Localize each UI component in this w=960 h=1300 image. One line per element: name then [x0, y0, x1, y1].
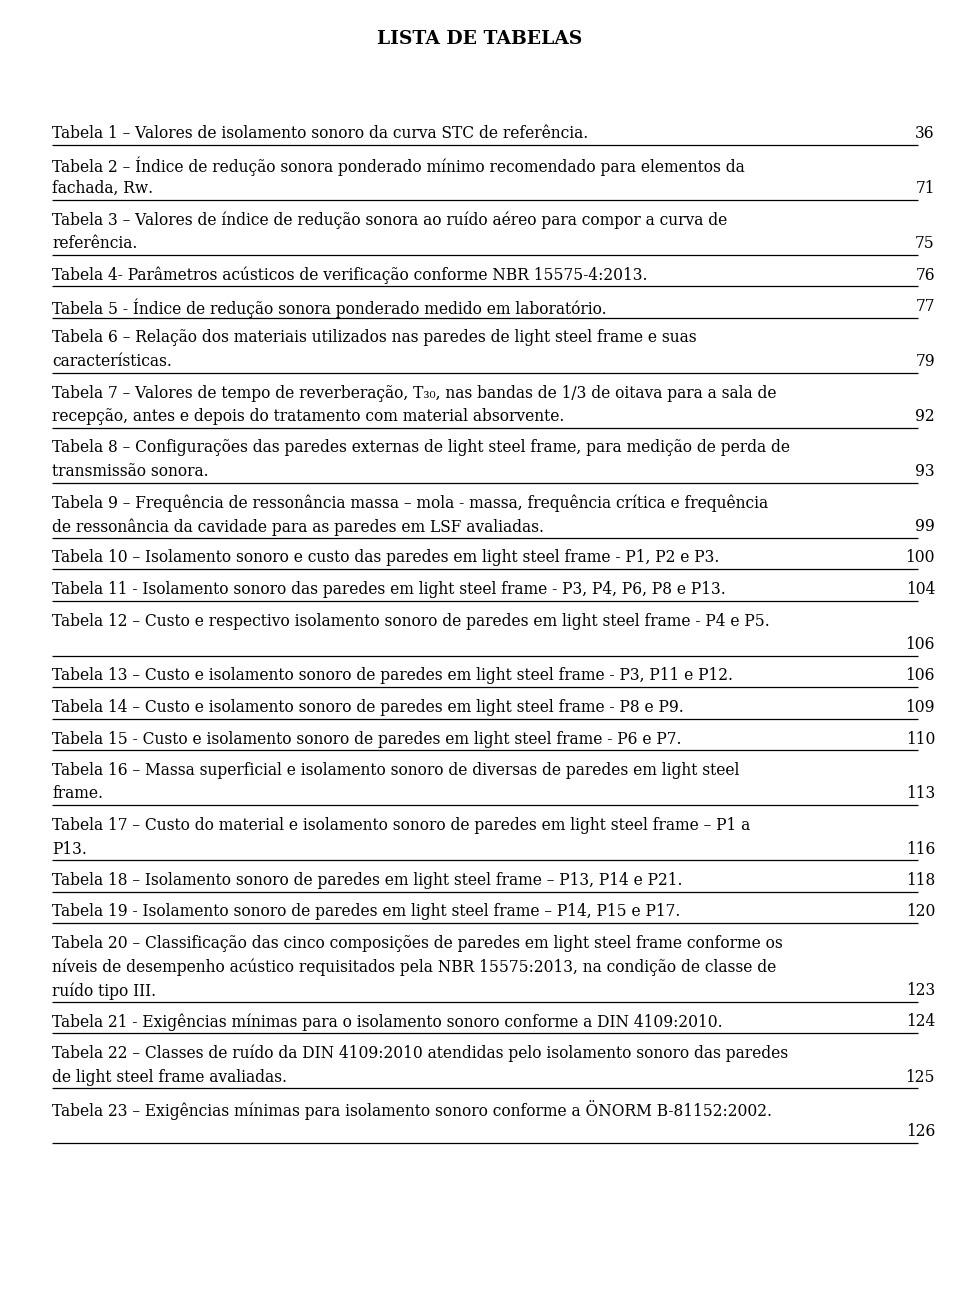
Text: 126: 126	[905, 1123, 935, 1140]
Text: 106: 106	[905, 667, 935, 685]
Text: 106: 106	[905, 636, 935, 653]
Text: 92: 92	[916, 408, 935, 425]
Text: 93: 93	[916, 463, 935, 480]
Text: 124: 124	[905, 1014, 935, 1031]
Text: Tabela 9 – Frequência de ressonância massa – mola - massa, frequência crítica e : Tabela 9 – Frequência de ressonância mas…	[52, 494, 768, 512]
Text: Tabela 1 – Valores de isolamento sonoro da curva STC de referência.: Tabela 1 – Valores de isolamento sonoro …	[52, 125, 588, 142]
Text: referência.: referência.	[52, 235, 137, 252]
Text: 104: 104	[905, 581, 935, 598]
Text: Tabela 6 – Relação dos materiais utilizados nas paredes de light steel frame e s: Tabela 6 – Relação dos materiais utiliza…	[52, 329, 697, 347]
Text: 113: 113	[905, 785, 935, 802]
Text: Tabela 21 - Exigências mínimas para o isolamento sonoro conforme a DIN 4109:2010: Tabela 21 - Exigências mínimas para o is…	[52, 1014, 723, 1031]
Text: 118: 118	[905, 872, 935, 889]
Text: 123: 123	[905, 982, 935, 998]
Text: 110: 110	[905, 731, 935, 747]
Text: Tabela 17 – Custo do material e isolamento sonoro de paredes em light steel fram: Tabela 17 – Custo do material e isolamen…	[52, 816, 751, 835]
Text: Tabela 4- Parâmetros acústicos de verificação conforme NBR 15575-4:2013.: Tabela 4- Parâmetros acústicos de verifi…	[52, 266, 647, 283]
Text: 71: 71	[916, 179, 935, 198]
Text: frame.: frame.	[52, 785, 103, 802]
Text: 77: 77	[916, 298, 935, 315]
Text: níveis de desempenho acústico requisitados pela NBR 15575:2013, na condição de c: níveis de desempenho acústico requisitad…	[52, 958, 777, 976]
Text: Tabela 10 – Isolamento sonoro e custo das paredes em light steel frame - P1, P2 : Tabela 10 – Isolamento sonoro e custo da…	[52, 550, 719, 567]
Text: Tabela 5 - Índice de redução sonora ponderado medido em laboratório.: Tabela 5 - Índice de redução sonora pond…	[52, 298, 607, 317]
Text: P13.: P13.	[52, 841, 86, 858]
Text: 100: 100	[905, 550, 935, 567]
Text: Tabela 12 – Custo e respectivo isolamento sonoro de paredes em light steel frame: Tabela 12 – Custo e respectivo isolament…	[52, 612, 770, 629]
Text: 109: 109	[905, 699, 935, 716]
Text: Tabela 20 – Classificação das cinco composições de paredes em light steel frame : Tabela 20 – Classificação das cinco comp…	[52, 935, 782, 952]
Text: 75: 75	[915, 235, 935, 252]
Text: Tabela 16 – Massa superficial e isolamento sonoro de diversas de paredes em ligh: Tabela 16 – Massa superficial e isolamen…	[52, 762, 739, 779]
Text: Tabela 23 – Exigências mínimas para isolamento sonoro conforme a ÖNORM B-81152:2: Tabela 23 – Exigências mínimas para isol…	[52, 1100, 772, 1119]
Text: de light steel frame avaliadas.: de light steel frame avaliadas.	[52, 1069, 287, 1086]
Text: LISTA DE TABELAS: LISTA DE TABELAS	[377, 30, 583, 48]
Text: Tabela 22 – Classes de ruído da DIN 4109:2010 atendidas pelo isolamento sonoro d: Tabela 22 – Classes de ruído da DIN 4109…	[52, 1045, 788, 1062]
Text: 116: 116	[905, 841, 935, 858]
Text: Tabela 3 – Valores de índice de redução sonora ao ruído aéreo para compor a curv: Tabela 3 – Valores de índice de redução …	[52, 212, 728, 229]
Text: 36: 36	[916, 125, 935, 142]
Text: 99: 99	[915, 517, 935, 536]
Text: características.: características.	[52, 354, 172, 370]
Text: Tabela 2 – Índice de redução sonora ponderado mínimo recomendado para elementos : Tabela 2 – Índice de redução sonora pond…	[52, 156, 745, 176]
Text: Tabela 8 – Configurações das paredes externas de light steel frame, para medição: Tabela 8 – Configurações das paredes ext…	[52, 439, 790, 456]
Text: 120: 120	[905, 903, 935, 920]
Text: Tabela 14 – Custo e isolamento sonoro de paredes em light steel frame - P8 e P9.: Tabela 14 – Custo e isolamento sonoro de…	[52, 699, 684, 716]
Text: Tabela 15 - Custo e isolamento sonoro de paredes em light steel frame - P6 e P7.: Tabela 15 - Custo e isolamento sonoro de…	[52, 731, 682, 747]
Text: transmissão sonora.: transmissão sonora.	[52, 463, 208, 480]
Text: 79: 79	[916, 354, 935, 370]
Text: Tabela 7 – Valores de tempo de reverberação, T₃₀, nas bandas de 1/3 de oitava pa: Tabela 7 – Valores de tempo de reverbera…	[52, 385, 777, 402]
Text: de ressonância da cavidade para as paredes em LSF avaliadas.: de ressonância da cavidade para as pared…	[52, 517, 544, 536]
Text: fachada, Rᴡ.: fachada, Rᴡ.	[52, 179, 154, 198]
Text: recepção, antes e depois do tratamento com material absorvente.: recepção, antes e depois do tratamento c…	[52, 408, 564, 425]
Text: 76: 76	[916, 266, 935, 283]
Text: Tabela 18 – Isolamento sonoro de paredes em light steel frame – P13, P14 e P21.: Tabela 18 – Isolamento sonoro de paredes…	[52, 872, 683, 889]
Text: 125: 125	[905, 1069, 935, 1086]
Text: Tabela 11 - Isolamento sonoro das paredes em light steel frame - P3, P4, P6, P8 : Tabela 11 - Isolamento sonoro das parede…	[52, 581, 726, 598]
Text: Tabela 19 - Isolamento sonoro de paredes em light steel frame – P14, P15 e P17.: Tabela 19 - Isolamento sonoro de paredes…	[52, 903, 681, 920]
Text: Tabela 13 – Custo e isolamento sonoro de paredes em light steel frame - P3, P11 : Tabela 13 – Custo e isolamento sonoro de…	[52, 667, 733, 685]
Text: ruído tipo III.: ruído tipo III.	[52, 982, 156, 1000]
